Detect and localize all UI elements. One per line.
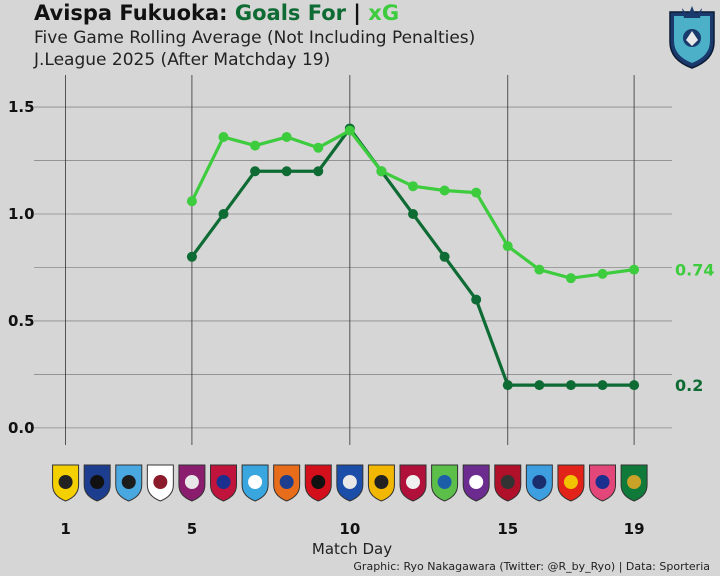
- credit-text: Graphic: Ryo Nakagawara (Twitter: @R_by_…: [353, 560, 710, 573]
- title-goals: Goals For: [235, 1, 347, 25]
- data-point-xg: [597, 268, 608, 279]
- kashiwa-badge-icon: [52, 464, 80, 502]
- x-tick-label: 15: [497, 520, 518, 538]
- chart-title: Avispa Fukuoka: Goals For | xG: [34, 1, 399, 26]
- data-point-xg: [565, 273, 576, 284]
- kawasaki-badge-icon: [115, 464, 143, 502]
- club-crest-icon: [669, 6, 715, 69]
- kobe-badge-icon: [146, 464, 174, 502]
- data-point-goals: [186, 251, 197, 262]
- data-point-xg: [344, 125, 355, 136]
- chart-subtitle-league: J.League 2025 (After Matchday 19): [33, 50, 330, 70]
- x-tick-label: 1: [60, 520, 70, 538]
- tokyoverdy-badge-icon: [620, 464, 648, 502]
- end-label-goals: 0.2: [675, 376, 703, 395]
- plot-area: 0.00.51.01.51 5 10 15 190.20.74: [8, 75, 714, 538]
- title-xg: xG: [368, 1, 399, 25]
- data-point-goals: [439, 251, 450, 262]
- x-tick-label: 10: [339, 520, 360, 538]
- data-point-goals: [313, 166, 324, 177]
- data-point-goals: [281, 166, 292, 177]
- x-tick-label: 19: [624, 520, 645, 538]
- kashima-badge-icon: [494, 464, 522, 502]
- okayama-badge-icon: [399, 464, 427, 502]
- yokohama-badge-icon: [525, 464, 553, 502]
- data-point-goals: [629, 380, 640, 391]
- data-point-xg: [376, 166, 387, 177]
- gamba-badge-icon: [83, 464, 111, 502]
- shimizu-badge-icon: [273, 464, 301, 502]
- end-label-xg: 0.74: [675, 261, 714, 280]
- y-tick-label: 1.0: [8, 205, 35, 223]
- cerezo-badge-icon: [589, 464, 617, 502]
- urawa-badge-icon: [304, 464, 332, 502]
- data-point-goals: [408, 209, 419, 220]
- data-point-xg: [313, 142, 324, 153]
- kyoto-badge-icon: [178, 464, 206, 502]
- data-point-xg: [250, 140, 261, 151]
- data-point-xg: [281, 132, 292, 143]
- data-point-goals: [502, 380, 513, 391]
- data-point-xg: [629, 264, 640, 275]
- nagoya-badge-icon: [557, 464, 585, 502]
- series-line-xg: [190, 129, 635, 280]
- data-point-xg: [218, 132, 229, 143]
- data-point-goals: [597, 380, 608, 391]
- y-tick-label: 0.5: [8, 312, 35, 330]
- data-point-goals: [534, 380, 545, 391]
- title-team: Avispa Fukuoka:: [34, 1, 228, 25]
- data-point-goals: [218, 209, 229, 220]
- data-point-xg: [408, 181, 419, 192]
- data-point-goals: [565, 380, 576, 391]
- chart-subtitle: Five Game Rolling Average (Not Including…: [34, 28, 475, 48]
- y-tick-label: 0.0: [8, 419, 35, 437]
- data-point-xg: [186, 196, 197, 207]
- data-point-xg: [471, 187, 482, 198]
- x-tick-label: 5: [187, 520, 197, 538]
- x-axis-label: Match Day: [312, 540, 392, 558]
- kashiwa-reysol-badge-icon: [367, 464, 395, 502]
- yokohamafm-badge-icon: [336, 464, 364, 502]
- fctokyo-badge-icon: [210, 464, 238, 502]
- data-point-xg: [439, 185, 450, 196]
- series-line-goals: [190, 126, 635, 387]
- y-tick-label: 1.5: [8, 98, 35, 116]
- data-point-goals: [250, 166, 261, 177]
- data-point-xg: [502, 241, 513, 252]
- hiroshima-badge-icon: [462, 464, 490, 502]
- data-point-goals: [471, 294, 482, 305]
- shonan-badge-icon: [431, 464, 459, 502]
- yokohamafc-badge-icon: [241, 464, 269, 502]
- data-point-xg: [534, 264, 545, 275]
- title-separator: |: [353, 1, 361, 26]
